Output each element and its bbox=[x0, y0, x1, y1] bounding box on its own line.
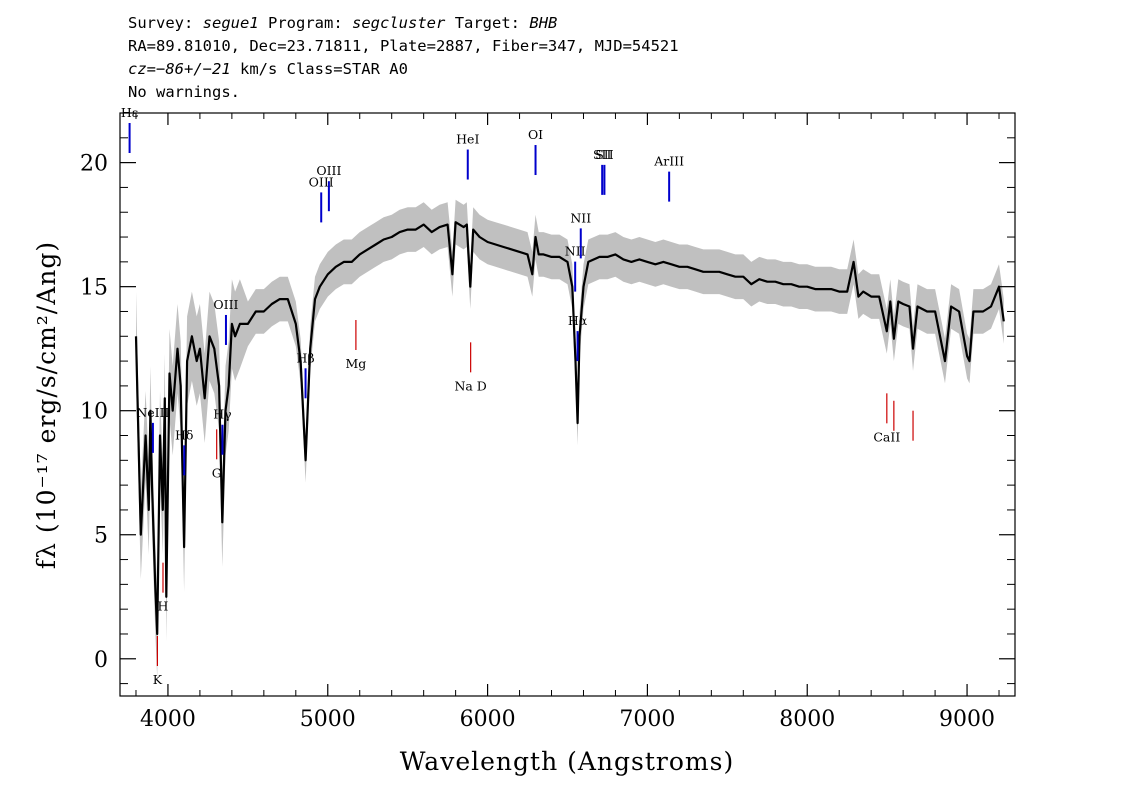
spectrum-header: Survey: segue1 Program: segcluster Targe… bbox=[128, 12, 679, 104]
x-tick-label: 8000 bbox=[779, 707, 835, 732]
absorption-label: Mg bbox=[345, 356, 366, 371]
emission-label: OIII bbox=[213, 297, 238, 312]
x-tick-label: 4000 bbox=[140, 707, 196, 732]
target-label: Target: bbox=[454, 14, 521, 32]
absorption-label: Na D bbox=[454, 378, 486, 393]
y-tick-label: 20 bbox=[80, 152, 108, 177]
y-tick-label: 5 bbox=[94, 524, 108, 549]
x-tick-label: 9000 bbox=[939, 707, 995, 732]
emission-label: HeI bbox=[456, 132, 479, 147]
emission-label: SII bbox=[593, 147, 612, 162]
y-tick-label: 0 bbox=[94, 648, 108, 673]
header-line-coordinates: RA=89.81010, Dec=23.71811, Plate=2887, F… bbox=[128, 37, 679, 55]
emission-label: OI bbox=[528, 127, 543, 142]
header-line-redshift: cz=−86+/−21 km/s Class=STAR A0 bbox=[128, 58, 679, 81]
emission-label: Hγ bbox=[213, 407, 231, 422]
emission-label: OIII bbox=[316, 163, 341, 178]
program-label: Program: bbox=[268, 14, 343, 32]
emission-label: ArIII bbox=[653, 154, 684, 169]
cz-label: cz= bbox=[128, 60, 156, 78]
cz-value: −86+/−21 bbox=[156, 60, 231, 78]
cz-rest: km/s Class=STAR A0 bbox=[230, 60, 408, 78]
emission-label: NeIII bbox=[136, 405, 169, 420]
survey-label: Survey: bbox=[128, 14, 194, 32]
emission-label: SII bbox=[595, 147, 614, 162]
y-tick-label: 15 bbox=[80, 276, 108, 301]
x-tick-label: 5000 bbox=[300, 707, 356, 732]
emission-label: Hα bbox=[568, 313, 588, 328]
absorption-label: G bbox=[212, 465, 222, 480]
spectrum-layer bbox=[134, 221, 1005, 636]
plot-frame bbox=[119, 112, 1016, 697]
emission-label: OIII bbox=[309, 174, 334, 189]
survey-value: segue1 bbox=[202, 14, 259, 32]
x-tick-label: 6000 bbox=[460, 707, 516, 732]
absorption-label: K bbox=[153, 672, 163, 687]
absorption-label: H bbox=[158, 599, 169, 614]
target-value: BHB bbox=[529, 14, 558, 32]
header-line-survey: Survey: segue1 Program: segcluster Targe… bbox=[128, 12, 679, 35]
emission-label: NII bbox=[565, 244, 586, 259]
emission-label: NII bbox=[570, 210, 591, 225]
y-tick-label: 10 bbox=[80, 400, 108, 425]
program-value: segcluster bbox=[352, 14, 446, 32]
error-band-layer bbox=[136, 199, 1004, 679]
emission-label: Hδ bbox=[175, 427, 193, 442]
absorption-label: CaII bbox=[873, 429, 900, 444]
header-line-warnings: No warnings. bbox=[128, 83, 240, 101]
x-tick-label: 7000 bbox=[619, 707, 675, 732]
error-band bbox=[136, 199, 1004, 679]
spectrum-line bbox=[134, 221, 1005, 636]
tick-layer: 4000 5000 6000 7000 8000 9000 0 5 10 15 20 bbox=[80, 113, 1015, 732]
y-axis-title: fλ (10⁻¹⁷ erg/s/cm²/Ang) bbox=[32, 241, 61, 569]
x-axis-title: Wavelength (Angstroms) bbox=[400, 747, 734, 776]
emission-label: Hβ bbox=[296, 350, 314, 365]
